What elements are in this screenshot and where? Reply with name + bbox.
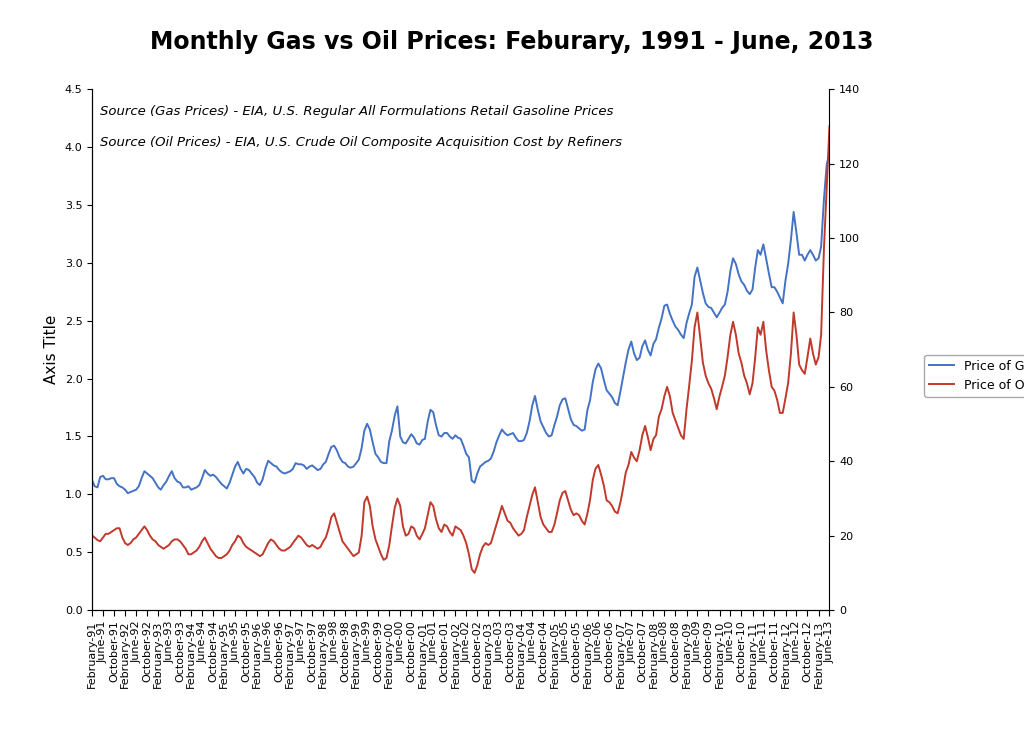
Line: Price of Gas: Price of Gas [92, 152, 829, 493]
Text: Source (Oil Prices) - EIA, U.S. Crude Oil Composite Acquisition Cost by Refiners: Source (Oil Prices) - EIA, U.S. Crude Oi… [99, 136, 622, 149]
Legend: Price of Gas, Price of Oil: Price of Gas, Price of Oil [925, 355, 1024, 397]
Y-axis label: Axis Title: Axis Title [44, 315, 59, 385]
Text: Source (Gas Prices) - EIA, U.S. Regular All Formulations Retail Gasoline Prices: Source (Gas Prices) - EIA, U.S. Regular … [99, 105, 613, 118]
Text: Monthly Gas vs Oil Prices: Feburary, 1991 - June, 2013: Monthly Gas vs Oil Prices: Feburary, 199… [151, 30, 873, 54]
Line: Price of Oil: Price of Oil [92, 126, 829, 573]
